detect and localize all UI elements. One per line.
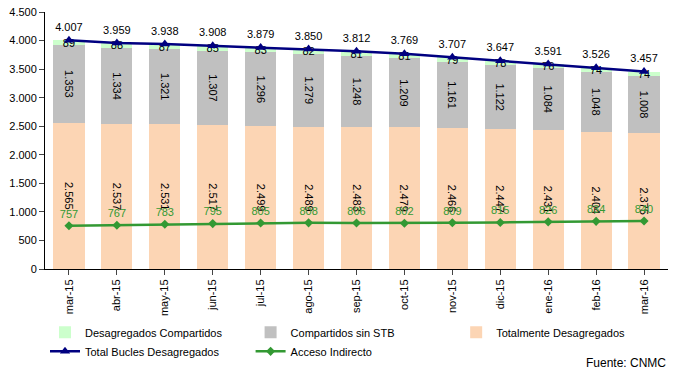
svg-text:808: 808 bbox=[299, 205, 317, 217]
svg-text:1.000: 1.000 bbox=[9, 206, 37, 218]
svg-text:2.375: 2.375 bbox=[638, 187, 650, 215]
svg-text:826: 826 bbox=[539, 204, 557, 216]
svg-text:1.296: 1.296 bbox=[255, 76, 267, 104]
svg-text:767: 767 bbox=[108, 207, 126, 219]
svg-text:81: 81 bbox=[350, 48, 362, 60]
svg-text:89: 89 bbox=[63, 37, 75, 49]
svg-text:802: 802 bbox=[395, 205, 413, 217]
svg-text:1.161: 1.161 bbox=[446, 81, 458, 109]
svg-text:2.517: 2.517 bbox=[207, 183, 219, 211]
svg-text:2.531: 2.531 bbox=[159, 183, 171, 211]
svg-text:3.959: 3.959 bbox=[103, 24, 131, 36]
svg-text:3.000: 3.000 bbox=[9, 92, 37, 104]
svg-text:85: 85 bbox=[207, 42, 219, 54]
svg-text:809: 809 bbox=[443, 205, 461, 217]
svg-text:Acceso Indirecto: Acceso Indirecto bbox=[291, 346, 372, 358]
svg-text:dic-15: dic-15 bbox=[494, 279, 506, 309]
svg-text:82: 82 bbox=[302, 45, 314, 57]
svg-text:2.483: 2.483 bbox=[351, 184, 363, 212]
svg-text:3.707: 3.707 bbox=[439, 38, 467, 50]
svg-text:Desagregados Compartidos: Desagregados Compartidos bbox=[85, 327, 222, 339]
svg-text:ene-16: ene-16 bbox=[542, 279, 554, 313]
svg-text:83: 83 bbox=[255, 44, 267, 56]
svg-text:74: 74 bbox=[590, 64, 602, 76]
svg-text:2.489: 2.489 bbox=[303, 184, 315, 212]
svg-text:1.307: 1.307 bbox=[207, 74, 219, 102]
svg-text:2.565: 2.565 bbox=[63, 182, 75, 210]
svg-text:783: 783 bbox=[156, 206, 174, 218]
svg-text:2.431: 2.431 bbox=[542, 186, 554, 214]
svg-text:805: 805 bbox=[251, 205, 269, 217]
svg-text:3.850: 3.850 bbox=[295, 30, 323, 42]
svg-text:2.466: 2.466 bbox=[446, 185, 458, 213]
svg-text:3.812: 3.812 bbox=[343, 32, 371, 44]
svg-text:78: 78 bbox=[494, 57, 506, 69]
svg-text:0: 0 bbox=[31, 263, 37, 275]
svg-text:815: 815 bbox=[491, 204, 509, 216]
svg-text:mar-16: mar-16 bbox=[638, 279, 650, 314]
svg-text:3.908: 3.908 bbox=[199, 26, 227, 38]
svg-text:3.591: 3.591 bbox=[534, 45, 562, 57]
svg-text:81: 81 bbox=[398, 50, 410, 62]
svg-text:1.321: 1.321 bbox=[159, 73, 171, 101]
svg-text:79: 79 bbox=[446, 54, 458, 66]
svg-text:1.048: 1.048 bbox=[590, 88, 602, 116]
svg-text:mar-15: mar-15 bbox=[63, 279, 75, 314]
svg-text:87: 87 bbox=[159, 41, 171, 53]
svg-text:2.499: 2.499 bbox=[255, 184, 267, 212]
svg-text:Fuente: CNMC: Fuente: CNMC bbox=[586, 356, 666, 370]
svg-text:757: 757 bbox=[60, 208, 78, 220]
svg-text:74: 74 bbox=[638, 68, 650, 80]
svg-text:4.000: 4.000 bbox=[9, 34, 37, 46]
svg-text:1.500: 1.500 bbox=[9, 177, 37, 189]
svg-text:2.000: 2.000 bbox=[9, 149, 37, 161]
svg-text:3.769: 3.769 bbox=[391, 34, 419, 46]
svg-text:2.500: 2.500 bbox=[9, 120, 37, 132]
svg-text:Totalmente Desagregados: Totalmente Desagregados bbox=[496, 327, 625, 339]
svg-text:abr-15: abr-15 bbox=[110, 279, 122, 311]
svg-text:1.008: 1.008 bbox=[638, 91, 650, 119]
svg-text:834: 834 bbox=[587, 203, 605, 215]
svg-text:3.879: 3.879 bbox=[247, 28, 275, 40]
svg-text:Total Bucles Desagregados: Total Bucles Desagregados bbox=[85, 346, 219, 358]
svg-text:806: 806 bbox=[347, 205, 365, 217]
svg-text:sep-15: sep-15 bbox=[350, 279, 362, 313]
svg-text:1.353: 1.353 bbox=[63, 70, 75, 98]
svg-text:3.500: 3.500 bbox=[9, 63, 37, 75]
svg-text:2.479: 2.479 bbox=[398, 184, 410, 212]
svg-text:4.007: 4.007 bbox=[55, 21, 83, 33]
svg-text:88: 88 bbox=[111, 39, 123, 51]
svg-text:ago-15: ago-15 bbox=[302, 279, 314, 313]
svg-text:3.647: 3.647 bbox=[487, 41, 515, 53]
svg-text:jun-15: jun-15 bbox=[206, 279, 218, 311]
svg-text:1.209: 1.209 bbox=[398, 79, 410, 107]
svg-text:may-15: may-15 bbox=[158, 279, 170, 316]
svg-text:4.500: 4.500 bbox=[9, 6, 37, 18]
svg-text:oct-15: oct-15 bbox=[398, 279, 410, 310]
svg-text:2.404: 2.404 bbox=[590, 187, 602, 215]
svg-text:840: 840 bbox=[635, 203, 653, 215]
svg-text:1.334: 1.334 bbox=[111, 72, 123, 100]
svg-text:76: 76 bbox=[542, 60, 554, 72]
svg-text:feb-16: feb-16 bbox=[590, 279, 602, 310]
svg-text:3.526: 3.526 bbox=[582, 48, 610, 60]
svg-text:1.084: 1.084 bbox=[542, 85, 554, 113]
svg-text:2.447: 2.447 bbox=[494, 185, 506, 213]
svg-text:2.537: 2.537 bbox=[111, 183, 123, 211]
svg-text:795: 795 bbox=[204, 205, 222, 217]
svg-text:nov-15: nov-15 bbox=[446, 279, 458, 313]
svg-text:1.122: 1.122 bbox=[494, 83, 506, 111]
svg-text:1.279: 1.279 bbox=[303, 77, 315, 105]
svg-text:3.938: 3.938 bbox=[151, 25, 179, 37]
svg-text:jul-15: jul-15 bbox=[254, 279, 266, 307]
svg-text:3.457: 3.457 bbox=[630, 52, 658, 64]
svg-text:Compartidos sin STB: Compartidos sin STB bbox=[291, 327, 395, 339]
svg-text:1.248: 1.248 bbox=[351, 78, 363, 106]
svg-text:500: 500 bbox=[18, 234, 36, 246]
